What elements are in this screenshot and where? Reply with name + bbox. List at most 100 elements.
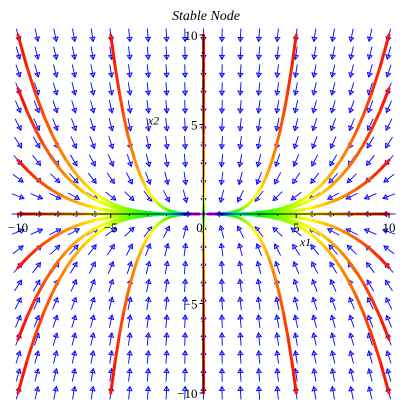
field-arrow-head (89, 332, 96, 338)
field-arrow (274, 64, 281, 79)
field-arrow (384, 136, 393, 149)
trajectory-segment (378, 256, 391, 270)
trajectory-segment (25, 109, 38, 132)
field-arrow-head (146, 226, 153, 233)
field-arrow (218, 117, 226, 132)
field-arrow-head (384, 142, 391, 149)
trajectory (211, 33, 391, 216)
field-arrow-head (385, 107, 392, 114)
field-arrow-shaft (367, 297, 374, 310)
field-arrow-head (255, 161, 262, 168)
field-arrow (384, 279, 393, 292)
field-arrow (237, 367, 244, 382)
field-arrow-shaft (274, 172, 282, 185)
field-arrow-head (89, 385, 96, 392)
field-arrow (182, 189, 189, 204)
field-arrow-head (311, 385, 318, 392)
field-arrow-shaft (257, 314, 261, 328)
field-arrow-head (34, 350, 41, 357)
field-arrow-shaft (386, 368, 392, 382)
field-arrow (126, 367, 133, 382)
field-arrow-head (71, 125, 78, 132)
trajectory-segment (281, 310, 289, 336)
field-arrow-head (237, 385, 244, 392)
field-arrow-head (274, 385, 281, 392)
trajectory-segment (50, 278, 61, 296)
field-arrow (181, 153, 189, 168)
field-arrow (311, 332, 318, 346)
field-arrow-head (311, 160, 317, 167)
field-arrow (67, 192, 81, 200)
field-arrow-shaft (386, 315, 392, 328)
field-arrow-shaft (15, 64, 21, 78)
field-arrow-shaft (50, 244, 61, 255)
field-arrow-head (366, 36, 374, 43)
field-arrow (218, 349, 226, 364)
trajectory-segment (346, 258, 357, 272)
field-arrow-head (326, 194, 334, 200)
field-arrow-head (181, 385, 189, 392)
field-arrow-head (254, 195, 261, 202)
field-arrow (181, 135, 189, 150)
field-arrow-shaft (294, 332, 298, 346)
field-arrow-shaft (184, 100, 186, 114)
field-arrow-head (71, 332, 78, 339)
field-arrow (163, 367, 170, 382)
field-arrow-shaft (349, 100, 355, 113)
field-arrow (144, 28, 152, 43)
field-arrow (163, 82, 170, 97)
field-arrow-head (145, 161, 152, 168)
field-arrow (274, 100, 281, 114)
trajectory-segment (42, 143, 54, 160)
field-arrow-shaft (34, 386, 39, 400)
field-arrow (382, 193, 396, 200)
field-arrow-shaft (69, 261, 78, 274)
field-arrow (144, 385, 152, 400)
field-arrow (49, 228, 62, 236)
field-arrow-head (363, 193, 370, 200)
field-arrow (366, 136, 375, 149)
field-arrow-shaft (312, 82, 317, 96)
field-arrow (290, 191, 302, 201)
field-arrow-shaft (146, 314, 150, 328)
field-arrow-head (218, 36, 226, 43)
field-arrow-shaft (15, 350, 21, 364)
field-arrow-shaft (294, 350, 298, 364)
field-arrow-head (72, 244, 79, 251)
trajectory (16, 212, 196, 395)
field-arrow-shaft (34, 28, 39, 42)
field-arrow (106, 172, 115, 185)
field-arrow-head (126, 260, 133, 267)
trajectory-segment (50, 156, 61, 170)
field-arrow-head (311, 36, 318, 43)
field-arrow-shaft (386, 64, 392, 78)
field-arrow (15, 64, 22, 78)
trajectory-segment (129, 266, 137, 282)
field-arrow (32, 154, 42, 167)
trajectory-segment (64, 158, 75, 172)
field-arrow-head (55, 194, 62, 200)
field-arrow-head (71, 314, 78, 321)
field-arrow (328, 173, 339, 184)
field-arrow-shaft (109, 82, 113, 96)
field-arrow-head (89, 296, 96, 303)
field-arrow (87, 243, 97, 256)
field-arrow-shaft (163, 225, 170, 238)
field-arrow-head (144, 90, 152, 97)
field-arrow-head (145, 178, 152, 186)
field-arrow-shaft (256, 243, 262, 257)
field-arrow-head (311, 125, 318, 132)
trajectory-segment (118, 92, 126, 118)
field-arrow (366, 46, 374, 61)
field-arrow-head (348, 125, 355, 132)
trajectory-segment (25, 332, 38, 363)
field-arrow-head (52, 107, 59, 114)
field-arrow-head (348, 332, 355, 339)
field-arrow-head (163, 72, 170, 79)
field-arrow-shaft (128, 64, 131, 78)
field-arrow-head (163, 260, 170, 267)
field-arrow (218, 46, 226, 61)
field-arrow-shaft (165, 314, 168, 328)
field-arrow (365, 154, 375, 167)
